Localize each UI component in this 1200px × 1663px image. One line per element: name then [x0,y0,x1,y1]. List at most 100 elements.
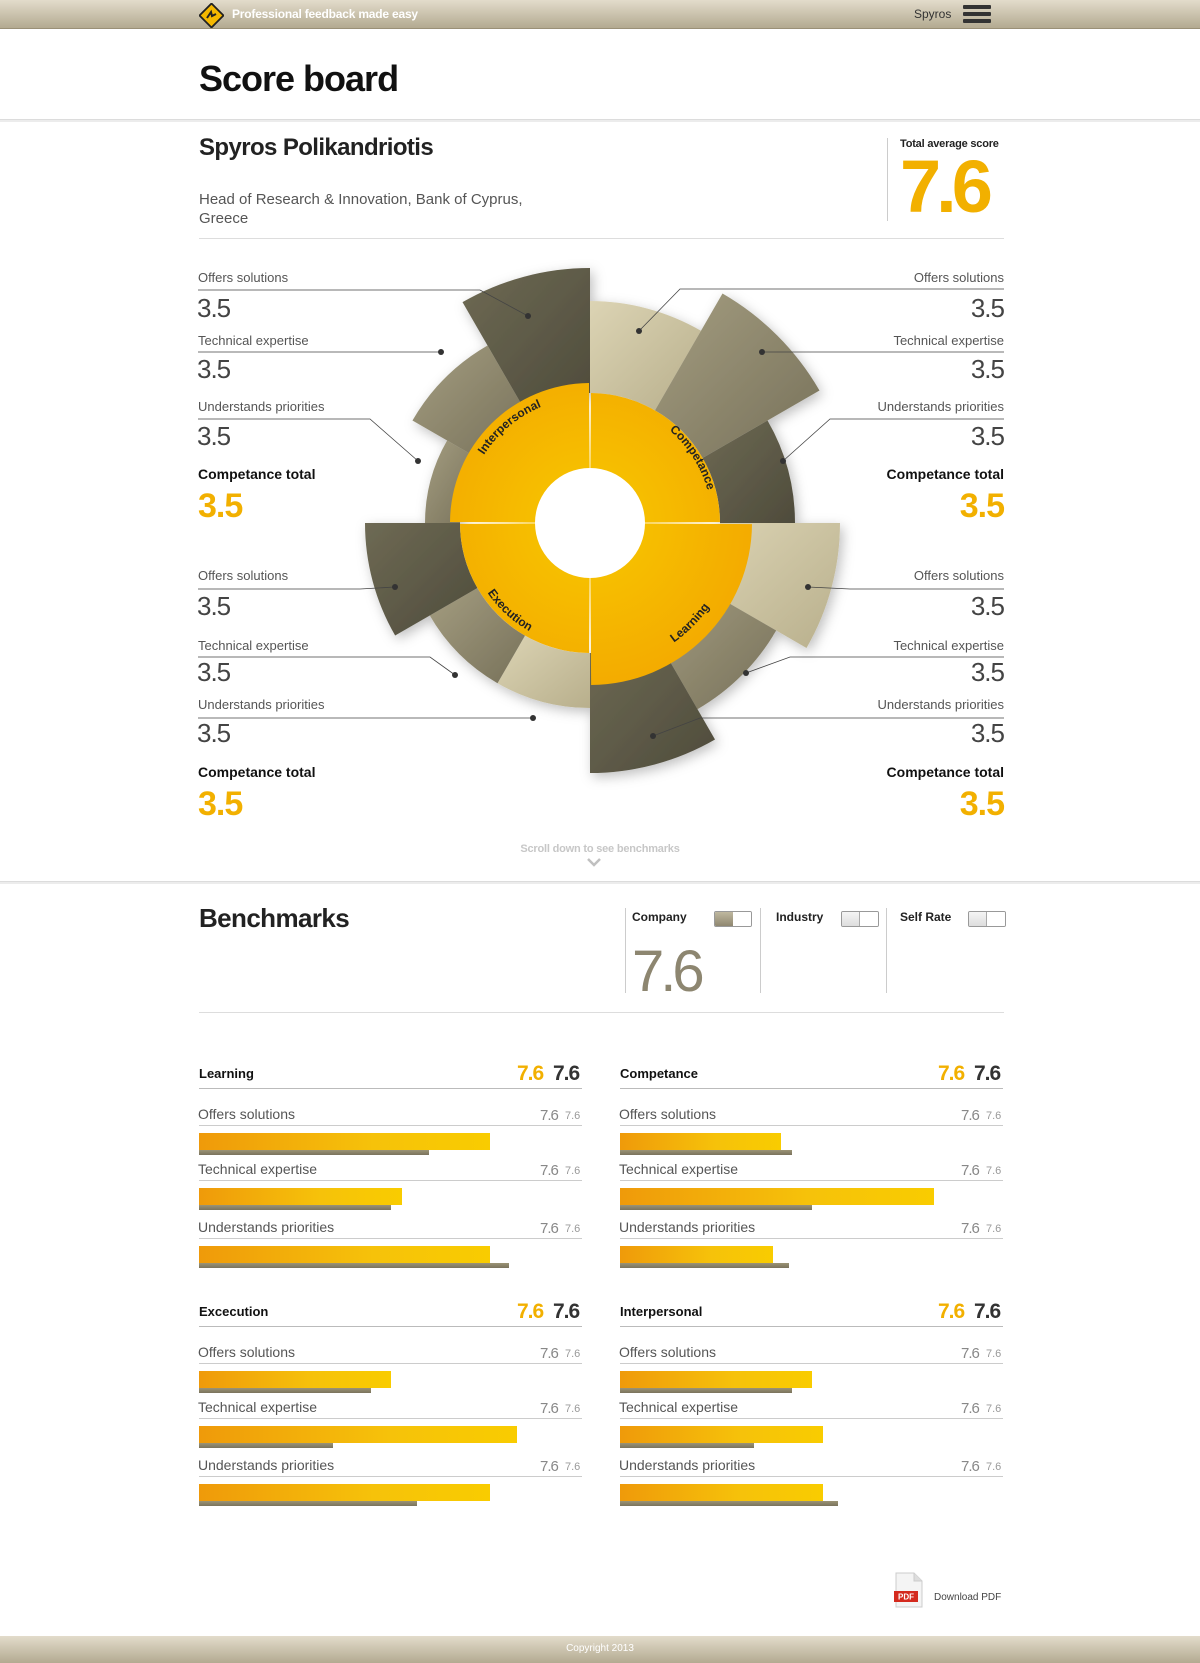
wheel-category-label: Execution [485,586,535,634]
benchmark-name: Industry [776,910,824,924]
item-value-user: 7.6 [986,1223,1002,1235]
benchmark-industry: Industry [760,908,886,993]
category-title: Interpersonal [620,1304,703,1319]
benchmark-self-rate: Self Rate [886,908,1006,993]
divider [199,1012,1004,1013]
wheel-category-label: Interpersonal [475,397,543,457]
divider [199,1238,582,1239]
score-bar-company [199,1188,402,1205]
item-value-company: 7.6 [961,1220,980,1237]
person-name: Spyros Polikandriotis [199,134,434,161]
wheel-segment [497,635,590,708]
item-value-company: 7.6 [540,1162,559,1179]
competance-total-label: Competance total [886,466,1004,482]
person-role: Head of Research & Innovation, Bank of C… [199,191,523,227]
score-value: 3.5 [197,591,231,621]
score-value: 3.5 [970,657,1005,687]
item-label: Understands priorities [198,1457,335,1473]
wheel-segment [462,268,590,411]
score-label: Understands priorities [877,697,1004,712]
category-score-company: 7.6 [938,1300,965,1323]
leader-dot [438,349,444,355]
score-label: Understands priorities [877,399,1004,414]
item-value-user: 7.6 [565,1165,581,1177]
scroll-hint[interactable]: Scroll down to see benchmarks [520,843,680,855]
competance-total-label: Competance total [198,764,316,780]
score-bar-benchmark [620,1443,754,1448]
download-pdf-label: Download PDF [934,1592,1002,1603]
score-bar-company [620,1426,823,1443]
score-bar-benchmark [199,1205,391,1210]
score-bar-benchmark [620,1150,792,1155]
item-value-user: 7.6 [986,1110,1002,1122]
score-bar-company [199,1426,517,1443]
company-toggle[interactable] [714,911,752,927]
score-bar-benchmark [199,1388,371,1393]
user-name[interactable]: Spyros [914,7,952,21]
score-bar-company [199,1484,490,1501]
category-score-user: 7.6 [974,1062,1001,1085]
divider [199,1088,582,1089]
item-value-user: 7.6 [565,1110,581,1122]
divider [199,1326,582,1327]
leader-dot [759,349,765,355]
leader-line [198,656,456,676]
leader-line [198,586,396,590]
item-label: Offers solutions [198,1344,296,1360]
item-label: Offers solutions [619,1106,717,1122]
item-value-company: 7.6 [961,1107,980,1124]
score-bar-company [199,1371,391,1388]
leader-line [198,418,419,462]
industry-toggle[interactable] [841,911,879,927]
item-value-company: 7.6 [540,1107,559,1124]
divider [620,1418,1003,1419]
leader-dot [636,328,642,334]
hamburger-menu-icon[interactable] [963,5,991,24]
divider [199,238,1004,239]
wheel-segment [590,635,715,773]
category-title: Learning [199,1066,254,1081]
divider [620,1125,1003,1126]
item-value-user: 7.6 [565,1403,581,1415]
benchmarks-title: Benchmarks [199,903,350,933]
section-divider [0,881,1200,884]
wheel-segment [590,301,701,411]
score-label: Offers solutions [913,270,1004,285]
score-value: 3.5 [197,421,231,451]
item-value-company: 7.6 [961,1345,980,1362]
item-label: Technical expertise [619,1399,739,1415]
score-bar-benchmark [199,1443,333,1448]
divider [199,1180,582,1181]
score-bar-company [620,1484,823,1501]
leader-line [638,288,1004,332]
score-bar-benchmark [199,1501,417,1506]
item-label: Offers solutions [198,1106,296,1122]
score-value: 3.5 [970,293,1005,323]
chevron-down-icon[interactable] [587,858,601,867]
wheel-category-label: Competance [667,422,718,491]
self-rate-toggle[interactable] [968,911,1006,927]
item-value-user: 7.6 [986,1348,1002,1360]
divider [199,1363,582,1364]
section-divider [0,119,1200,122]
leader-dot [525,313,531,319]
score-value: 3.5 [970,421,1005,451]
top-bar: Professional feedback made easy Spyros [0,0,1200,29]
pdf-file-icon: PDF [894,1572,923,1608]
logo-icon[interactable] [199,3,224,28]
wheel-segment [412,345,525,458]
score-label: Technical expertise [893,638,1004,653]
item-value-user: 7.6 [565,1348,581,1360]
item-value-user: 7.6 [565,1461,581,1473]
download-pdf-link[interactable]: PDF Download PDF [894,1572,1004,1612]
score-label: Technical expertise [198,333,309,348]
leader-dot [530,715,536,721]
competance-total-label: Competance total [198,466,316,482]
score-bar-benchmark [199,1263,509,1268]
item-label: Understands priorities [619,1219,756,1235]
score-label: Technical expertise [893,333,1004,348]
pdf-badge: PDF [898,1593,914,1602]
wheel-category-label: Learning [667,600,712,645]
item-value-user: 7.6 [986,1165,1002,1177]
